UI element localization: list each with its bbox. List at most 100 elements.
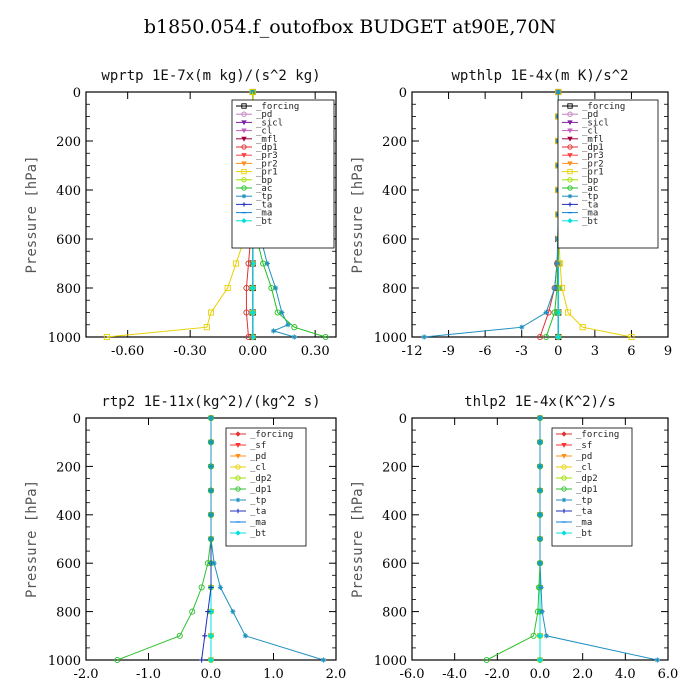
legend-label: _ta [250, 507, 266, 517]
data-point [543, 309, 549, 316]
x-tick-label: -2.0 [485, 667, 510, 682]
y-tick-label: 600 [56, 557, 81, 572]
legend-item: _sicl [236, 118, 283, 128]
legend-swatch-marker [241, 168, 247, 175]
legend-swatch-marker [567, 161, 573, 167]
legend-swatch-marker [235, 442, 241, 448]
legend: _forcing_sf_pd_cl_dp2_dp1_tp_ta_ma_bt [225, 427, 307, 547]
legend-item: _ma [230, 518, 266, 528]
legend-item: _pr1 [236, 168, 278, 178]
legend-label: _sicl [582, 118, 609, 128]
legend-item: _ac [236, 184, 272, 194]
y-tick-label: 600 [382, 557, 407, 572]
legend-label: _forcing [256, 102, 299, 112]
data-point [268, 284, 275, 292]
x-tick-label: 2.0 [326, 667, 347, 682]
y-tick-label: 400 [382, 184, 407, 199]
legend-label: _tp [576, 496, 592, 506]
legend-label: _dp1 [256, 143, 278, 153]
legend-label: _forcing [582, 102, 625, 112]
series-line [424, 92, 559, 338]
data-point [539, 609, 545, 615]
legend-item: _mfl [236, 135, 278, 145]
legend-swatch-marker [235, 475, 241, 481]
legend-swatch-marker [235, 453, 241, 459]
legend-item: _pr1 [562, 168, 604, 178]
legend-box [557, 99, 659, 249]
legend-label: _pr3 [256, 151, 278, 161]
legend-label: _cl [256, 127, 272, 137]
y-tick-label: 600 [56, 233, 81, 248]
data-point [208, 512, 214, 518]
y-axis-label: Pressure [hPa] [24, 155, 40, 273]
y-tick-label: 0 [73, 86, 81, 101]
legend-label: _pr1 [582, 168, 604, 178]
legend-swatch-marker [561, 486, 567, 492]
legend-label: _dp2 [576, 474, 598, 484]
legend-item: _ma [556, 518, 592, 528]
legend-item: _mfl [562, 135, 604, 145]
data-point [264, 260, 270, 267]
legend-swatch-marker [241, 136, 247, 142]
data-point [211, 560, 217, 566]
legend-label: _tp [250, 496, 266, 506]
data-point [628, 333, 635, 341]
legend-item: _pd [556, 452, 592, 462]
panels-container: wprtp 1E-7x(m kg)/(s^2 kg) Pressure [hPa]… [24, 68, 678, 682]
legend-swatch-marker [241, 194, 247, 199]
x-tick-label: -0.30 [173, 344, 206, 359]
legend-swatch-marker [567, 185, 573, 191]
legend-item: _forcing [556, 430, 619, 440]
legend-swatch-marker [561, 453, 567, 459]
legend-item: _tp [556, 496, 592, 506]
legend-label: _tp [256, 192, 272, 202]
legend-label: _pd [576, 452, 592, 462]
y-tick-label: 400 [56, 509, 81, 524]
legend-label: _sicl [256, 118, 283, 128]
legend-item: _tp [236, 192, 272, 202]
legend-item: _forcing [236, 102, 299, 112]
legend-item: _dp2 [230, 474, 272, 484]
data-point [322, 333, 329, 341]
legend-swatch-marker [235, 508, 241, 514]
legend-label: _dp1 [582, 143, 604, 153]
legend-swatch-marker [567, 202, 573, 207]
data-point [285, 322, 291, 328]
legend-label: _bt [582, 217, 598, 227]
data-point [207, 608, 215, 615]
y-tick-label: 600 [382, 233, 407, 248]
data-point [543, 333, 550, 341]
y-tick-label: 0 [73, 412, 81, 427]
legend-swatch-marker [235, 497, 241, 503]
panel-title: wpthlp 1E-4x(m K)/s^2 [451, 68, 628, 84]
y-tick-label: 400 [56, 184, 81, 199]
data-point [203, 324, 210, 331]
legend-item: _pd [236, 110, 272, 120]
panel-title: rtp2 1E-11x(kg^2)/(kg^2 s) [101, 394, 320, 410]
legend-label: _tp [582, 192, 598, 202]
legend-swatch-marker [241, 177, 247, 183]
data-point [537, 488, 543, 494]
x-tick-label: -3 [515, 344, 528, 359]
legend-item: _tp [562, 192, 598, 202]
legend-item: _dp1 [230, 485, 272, 495]
legend-item: _bt [236, 217, 272, 227]
x-tick-label: 0.0 [530, 667, 551, 682]
y-tick-label: 200 [382, 135, 407, 150]
x-tick-label: 2.0 [572, 667, 593, 682]
x-tick-label: -4.0 [442, 667, 467, 682]
legend-item: _forcing [230, 430, 293, 440]
legend-swatch-marker [241, 185, 247, 191]
data-point [249, 284, 256, 292]
legend-label: _dp2 [250, 474, 272, 484]
x-tick-label: -2.0 [73, 667, 98, 682]
y-tick-label: 0 [399, 86, 407, 101]
data-point [536, 333, 544, 341]
x-tick-label: 0.0 [201, 667, 222, 682]
y-axis-label: Pressure [hPa] [350, 480, 366, 598]
data-point [552, 285, 558, 291]
data-point [654, 657, 660, 663]
legend-label: _bp [582, 176, 598, 186]
data-point [205, 609, 211, 615]
legend-swatch-marker [567, 120, 573, 126]
